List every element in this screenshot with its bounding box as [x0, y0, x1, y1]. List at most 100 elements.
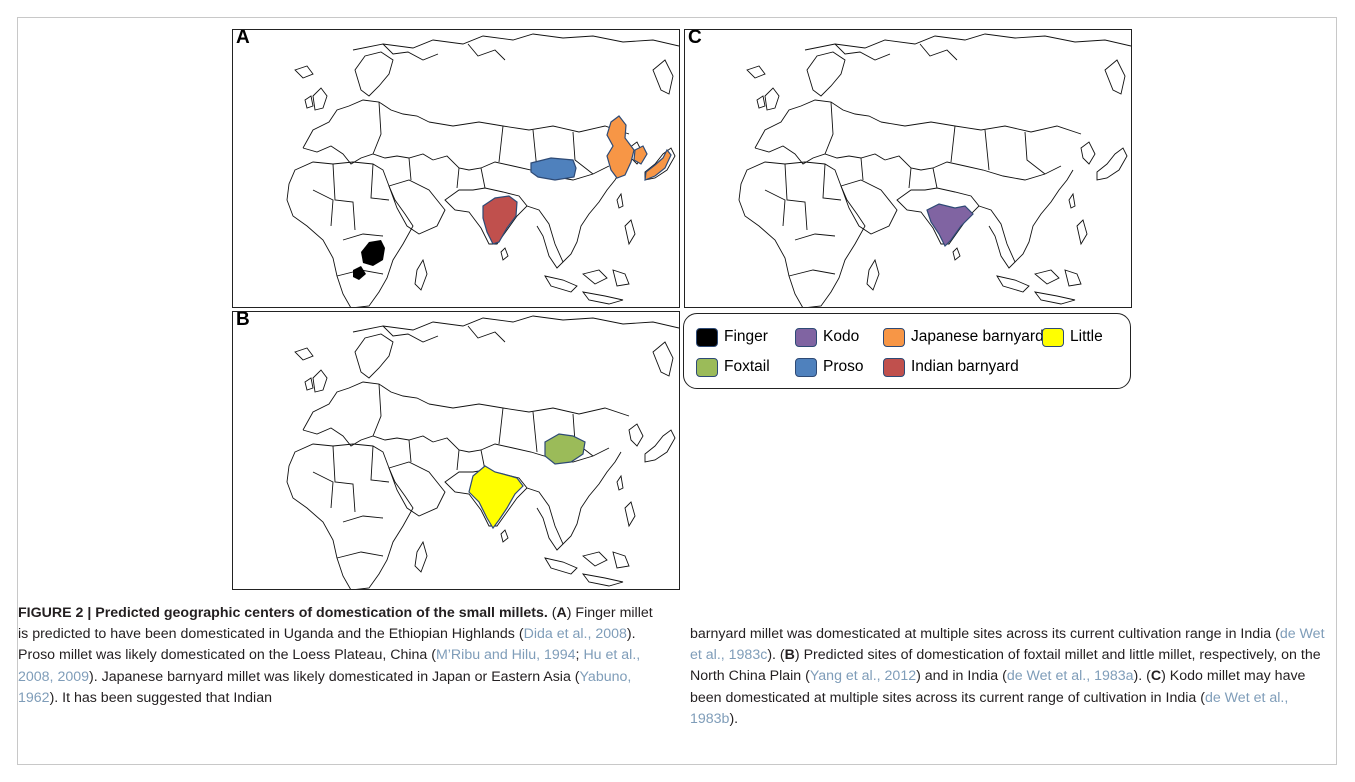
country-border: [788, 233, 836, 277]
country-border: [312, 87, 328, 111]
country-border: [354, 51, 394, 97]
map-panel-b: B: [232, 311, 680, 590]
country-border: [628, 423, 644, 447]
country-border: [544, 275, 578, 293]
country-border: [312, 369, 328, 393]
legend-label: Foxtail: [724, 358, 770, 375]
panel-label-c: C: [688, 29, 702, 48]
legend-item-proso: Proso: [795, 356, 864, 378]
legend-swatch: [883, 327, 905, 347]
citation-link[interactable]: de Wet et al., 1983a: [1006, 668, 1134, 685]
country-border: [562, 169, 622, 263]
country-border: [382, 43, 439, 61]
citation-link[interactable]: Dida et al., 2008: [523, 626, 627, 643]
country-border: [302, 381, 430, 431]
country-border: [562, 451, 622, 545]
citation-link[interactable]: Yabuno, 1962: [18, 668, 632, 706]
legend-label: Kodo: [823, 328, 860, 345]
legend-item-finger: Finger: [696, 326, 768, 348]
country-border: [746, 65, 766, 79]
panel-reference: C: [1150, 668, 1162, 685]
figure-frame: [17, 17, 1337, 765]
legend-swatch: [696, 327, 718, 347]
region-finger: [353, 240, 385, 280]
legend-item-little: Little: [1042, 326, 1103, 348]
caption-text: ) and in India (: [916, 668, 1007, 685]
country-border: [764, 163, 842, 231]
country-border: [467, 43, 506, 61]
caption-right-text: barnyard millet was domesticated at mult…: [690, 626, 1325, 727]
country-border: [754, 145, 886, 165]
country-border: [428, 121, 630, 135]
citation-link[interactable]: Hu et al., 2008, 2009: [18, 647, 641, 685]
region-indian-barnyard: [482, 195, 518, 245]
caption-text: ). Proso millet was likely domesticated …: [18, 626, 636, 664]
caption-text: ).: [729, 710, 739, 727]
map-legend: Finger Kodo Japanese barnyard Little Fox…: [683, 313, 1131, 389]
country-border: [432, 155, 610, 181]
caption-left-text: (A) Finger millet is predicted to have b…: [18, 605, 653, 706]
country-border: [467, 325, 506, 343]
country-border: [302, 99, 430, 149]
country-border: [336, 515, 384, 559]
country-border: [616, 474, 624, 491]
country-border: [352, 33, 679, 51]
country-border: [754, 99, 882, 149]
country-border: [644, 147, 676, 181]
citation-link[interactable]: Yang et al., 2012: [809, 668, 917, 685]
world-map-a: [286, 33, 679, 307]
map-panel-a: A: [232, 29, 680, 308]
region-japanese-barnyard: [606, 115, 672, 181]
country-border: [414, 258, 428, 291]
panel-label-a: A: [236, 29, 250, 48]
legend-swatch: [1042, 327, 1064, 347]
country-border: [978, 205, 1016, 269]
country-border: [388, 461, 446, 517]
legend-swatch: [883, 357, 905, 377]
region-proso: [530, 157, 577, 181]
country-border: [388, 179, 446, 235]
country-border: [1076, 219, 1088, 246]
country-border: [526, 205, 564, 269]
legend-label: Japanese barnyard: [911, 328, 1044, 345]
country-border: [432, 437, 610, 463]
country-border: [919, 43, 958, 61]
country-border: [312, 163, 390, 231]
country-border: [1014, 169, 1074, 263]
country-border: [581, 573, 624, 587]
region-foxtail: [544, 433, 586, 465]
country-border: [500, 247, 509, 261]
caption-left-column: FIGURE 2 | Predicted geographic centers …: [18, 603, 658, 709]
legend-swatch: [795, 327, 817, 347]
country-border: [624, 219, 636, 246]
citation-link[interactable]: de Wet et al., 1983b: [690, 689, 1289, 727]
country-border: [1068, 192, 1076, 209]
country-border: [738, 161, 866, 307]
legend-item-japanese-barnyard: Japanese barnyard: [883, 326, 1044, 348]
country-border: [996, 275, 1030, 293]
country-border: [1104, 59, 1126, 95]
country-border: [840, 179, 898, 235]
country-border: [1096, 147, 1128, 181]
country-border: [312, 445, 390, 513]
country-border: [286, 161, 414, 307]
legend-label: Finger: [724, 328, 768, 345]
country-border: [824, 101, 938, 189]
country-border: [616, 192, 624, 209]
citation-link[interactable]: de Wet et al., 1983c: [690, 626, 1325, 664]
country-border: [950, 125, 1046, 175]
caption-text: ) Finger millet is predicted to have bee…: [18, 605, 653, 643]
country-border: [1034, 269, 1060, 285]
caption-text: ;: [575, 647, 584, 664]
caption-text: ) Predicted sites of domestication of fo…: [690, 647, 1321, 685]
citation-link[interactable]: M’Ribu and Hilu, 1994: [435, 647, 576, 664]
country-border: [884, 155, 1062, 181]
country-border: [294, 65, 314, 79]
country-border: [414, 540, 428, 573]
caption-right-column: barnyard millet was domesticated at mult…: [690, 624, 1330, 730]
legend-item-kodo: Kodo: [795, 326, 859, 348]
country-border: [952, 247, 961, 261]
country-border: [352, 315, 679, 333]
caption-text: ). (: [767, 647, 785, 664]
country-border: [500, 529, 509, 543]
